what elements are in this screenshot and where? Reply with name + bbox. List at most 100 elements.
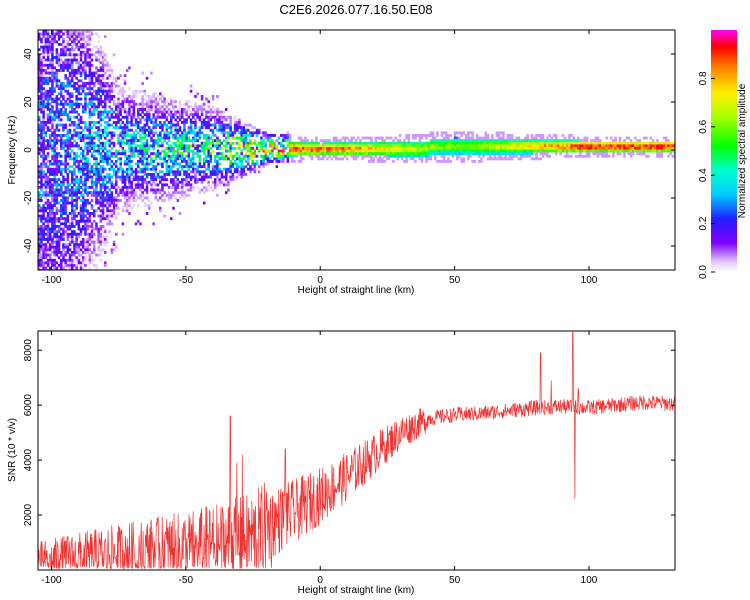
spectrogram-cell (242, 157, 246, 161)
spectrogram-cell (211, 139, 215, 143)
spectrogram-cell (548, 134, 551, 137)
spectrogram-cell (401, 154, 404, 158)
spectrogram-cell (75, 245, 78, 249)
spectrogram-cell (161, 165, 164, 169)
spectrogram-cell (216, 165, 219, 169)
spectrogram-cell (62, 258, 65, 262)
spectrogram-cell (156, 134, 160, 137)
spectrogram-cell (159, 115, 162, 119)
spectrogram-cell (198, 131, 202, 135)
spectrogram-cell (73, 139, 76, 143)
spectrogram-cell (491, 157, 494, 161)
spectrogram-cell (486, 157, 490, 161)
spectrogram-cell (62, 84, 65, 88)
spectrogram-cell (240, 136, 243, 140)
spectrogram-cell (277, 136, 281, 140)
spectrogram-cell (251, 141, 254, 145)
spectrogram-cell (502, 139, 505, 143)
spectrogram-cell (77, 248, 81, 252)
spectrogram-cell (449, 147, 452, 150)
spectrogram-cell (185, 144, 188, 148)
spectrogram-cell (82, 37, 85, 41)
spectrogram-cell (167, 102, 171, 106)
spectrogram-cell (181, 167, 184, 171)
spectrogram-cell (66, 235, 70, 239)
spectrogram-cell (53, 162, 56, 166)
spectrogram-cell (88, 256, 92, 260)
spectrogram-cell (130, 141, 133, 145)
spectrogram-cell (101, 175, 105, 179)
spectrogram-cell (57, 201, 61, 205)
spectrogram-cell (396, 144, 400, 148)
spectrogram-cell (504, 144, 507, 148)
spectrogram-cell (187, 180, 191, 184)
spectrogram-cell (38, 105, 41, 109)
spectrogram-cell (205, 97, 208, 101)
spectrogram-cell (62, 82, 65, 85)
spectrogram-cell (445, 131, 448, 135)
spectrogram-cell (40, 258, 43, 262)
spectrogram-cell (673, 144, 675, 148)
spectrogram-cell (192, 186, 195, 189)
spectrogram-cell (139, 128, 142, 132)
spectrogram-cell (55, 196, 59, 200)
spectrogram-cell (282, 147, 285, 150)
spectrogram-cell (214, 108, 217, 111)
spectrogram-cell (95, 199, 98, 202)
spectrogram-cell (431, 147, 435, 150)
spectrogram-cell (665, 144, 668, 148)
spectrogram-cell (429, 154, 433, 158)
spectrogram-cell (130, 147, 133, 150)
spectrogram-cell (159, 92, 162, 96)
spectrogram-cell (64, 212, 67, 215)
spectrogram-cell (112, 82, 116, 85)
spectrogram-cell (64, 251, 67, 254)
spectrogram-cell (66, 76, 70, 80)
spectrogram-cell (370, 160, 373, 163)
spectrogram-cell (46, 214, 50, 218)
spectrogram-cell (275, 157, 279, 161)
spectrogram-cell (117, 139, 120, 143)
spectrogram-cell (112, 154, 116, 158)
spectrogram-cell (60, 92, 63, 96)
spectrogram-cell (148, 144, 151, 148)
spectrogram-cell (623, 149, 626, 153)
spectrogram-cell (84, 167, 87, 171)
spectrogram-cell (38, 204, 41, 208)
spectrogram-cell (427, 134, 430, 137)
spectrogram-cell (68, 118, 72, 122)
spectrogram-cell (288, 149, 292, 153)
spectrogram-cell (416, 134, 419, 137)
spectrogram-cell (172, 141, 175, 145)
spectrogram-cell (354, 152, 358, 156)
spectrogram-cell (60, 188, 63, 192)
spectrogram-cell (451, 152, 455, 156)
spectrogram-cell (62, 87, 65, 91)
spectrogram-cell (394, 144, 397, 148)
spectrogram-cell (196, 152, 199, 156)
spectrogram-cell (200, 95, 204, 98)
spectrogram-cell (126, 167, 129, 171)
spectrogram-cell (55, 58, 59, 62)
spectrogram-cell (121, 152, 125, 156)
spectrogram-cell (64, 152, 67, 156)
spectrogram-cell (242, 170, 246, 174)
spectrogram-cell (165, 152, 169, 156)
spectrogram-cell (62, 206, 65, 210)
spectrogram-cell (493, 141, 496, 145)
spectrogram-cell (361, 152, 364, 156)
spectrogram-cell (194, 118, 197, 122)
spectrogram-cell (64, 188, 67, 192)
spectrogram-cell (84, 248, 87, 252)
spectrogram-cell (93, 102, 96, 106)
spectrogram-cell (88, 162, 92, 166)
spectrogram-cell (500, 131, 503, 135)
spectrogram-cell (121, 170, 125, 174)
spectrogram-cell (196, 170, 199, 174)
spectrogram-cell (447, 136, 450, 140)
spectrogram-cell (62, 238, 65, 241)
spectrogram-cell (97, 191, 100, 195)
spectrogram-cell (282, 144, 285, 148)
spectrogram-cell (88, 87, 92, 91)
spectrogram-cell (57, 115, 61, 119)
